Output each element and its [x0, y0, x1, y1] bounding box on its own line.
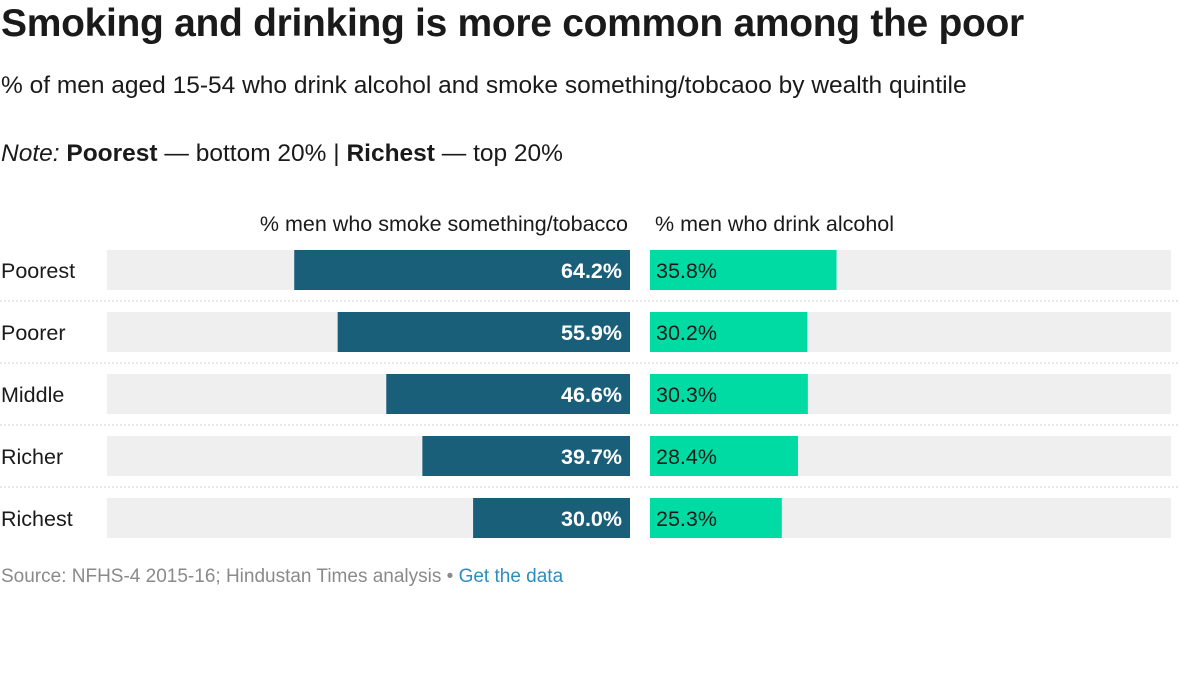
category-label-richer: Richer	[1, 445, 63, 469]
chart-subtitle: % of men aged 15-54 who drink alcohol an…	[1, 72, 967, 99]
note-term-richest: Richest	[346, 140, 435, 167]
drink-value-label-poorest: 35.8%	[656, 259, 717, 283]
smoke-value-label-poorest: 64.2%	[561, 259, 622, 283]
chart-note: Note: Poorest — bottom 20% | Richest — t…	[1, 140, 563, 168]
drink-value-label-middle: 30.3%	[656, 383, 717, 407]
smoke-bar-middle	[386, 374, 630, 414]
source-text: Source: NFHS-4 2015-16; Hindustan Times …	[1, 566, 459, 587]
category-label-richest: Richest	[1, 507, 73, 531]
drink-bar-richer	[650, 436, 798, 476]
smoke-value-label-middle: 46.6%	[561, 383, 622, 407]
drink-value-label-poorer: 30.2%	[656, 321, 717, 345]
note-term-poorest: Poorest	[66, 140, 158, 167]
drink-bar-poorer	[650, 312, 808, 352]
category-label-middle: Middle	[1, 383, 64, 407]
note-def-richest: — top 20%	[434, 140, 563, 167]
drink-value-label-richer: 28.4%	[656, 445, 717, 469]
category-label-poorer: Poorer	[1, 321, 66, 345]
drink-value-label-richest: 25.3%	[656, 507, 717, 531]
drink-bar-middle	[650, 374, 808, 414]
note-label: Note:	[1, 140, 60, 167]
get-the-data-link[interactable]: Get the data	[458, 566, 564, 587]
smoke-value-label-poorer: 55.9%	[561, 321, 622, 345]
note-def-poorest: — bottom 20% |	[157, 140, 347, 167]
smoke-bar-richest	[473, 498, 630, 538]
category-label-poorest: Poorest	[1, 259, 75, 283]
smoke-value-label-richest: 30.0%	[561, 507, 622, 531]
drink-bar-richest	[650, 498, 782, 538]
smoke-column-header: % men who smoke something/tobacco	[259, 212, 628, 236]
drink-bar-poorest	[650, 250, 837, 290]
bar-chart: Poorest 64.2% 35.8% Poorer 55.9% 30.2% Middle 4…	[0, 250, 1180, 538]
smoke-bar-poorest	[294, 250, 630, 290]
smoke-value-label-richer: 39.7%	[561, 445, 622, 469]
source-line: Source: NFHS-4 2015-16; Hindustan Times …	[1, 566, 563, 588]
smoke-bar-richer	[422, 436, 630, 476]
smoke-bar-poorer	[337, 312, 630, 352]
chart-title: Smoking and drinking is more common amon…	[1, 2, 1024, 45]
drink-column-header: % men who drink alcohol	[655, 212, 895, 236]
